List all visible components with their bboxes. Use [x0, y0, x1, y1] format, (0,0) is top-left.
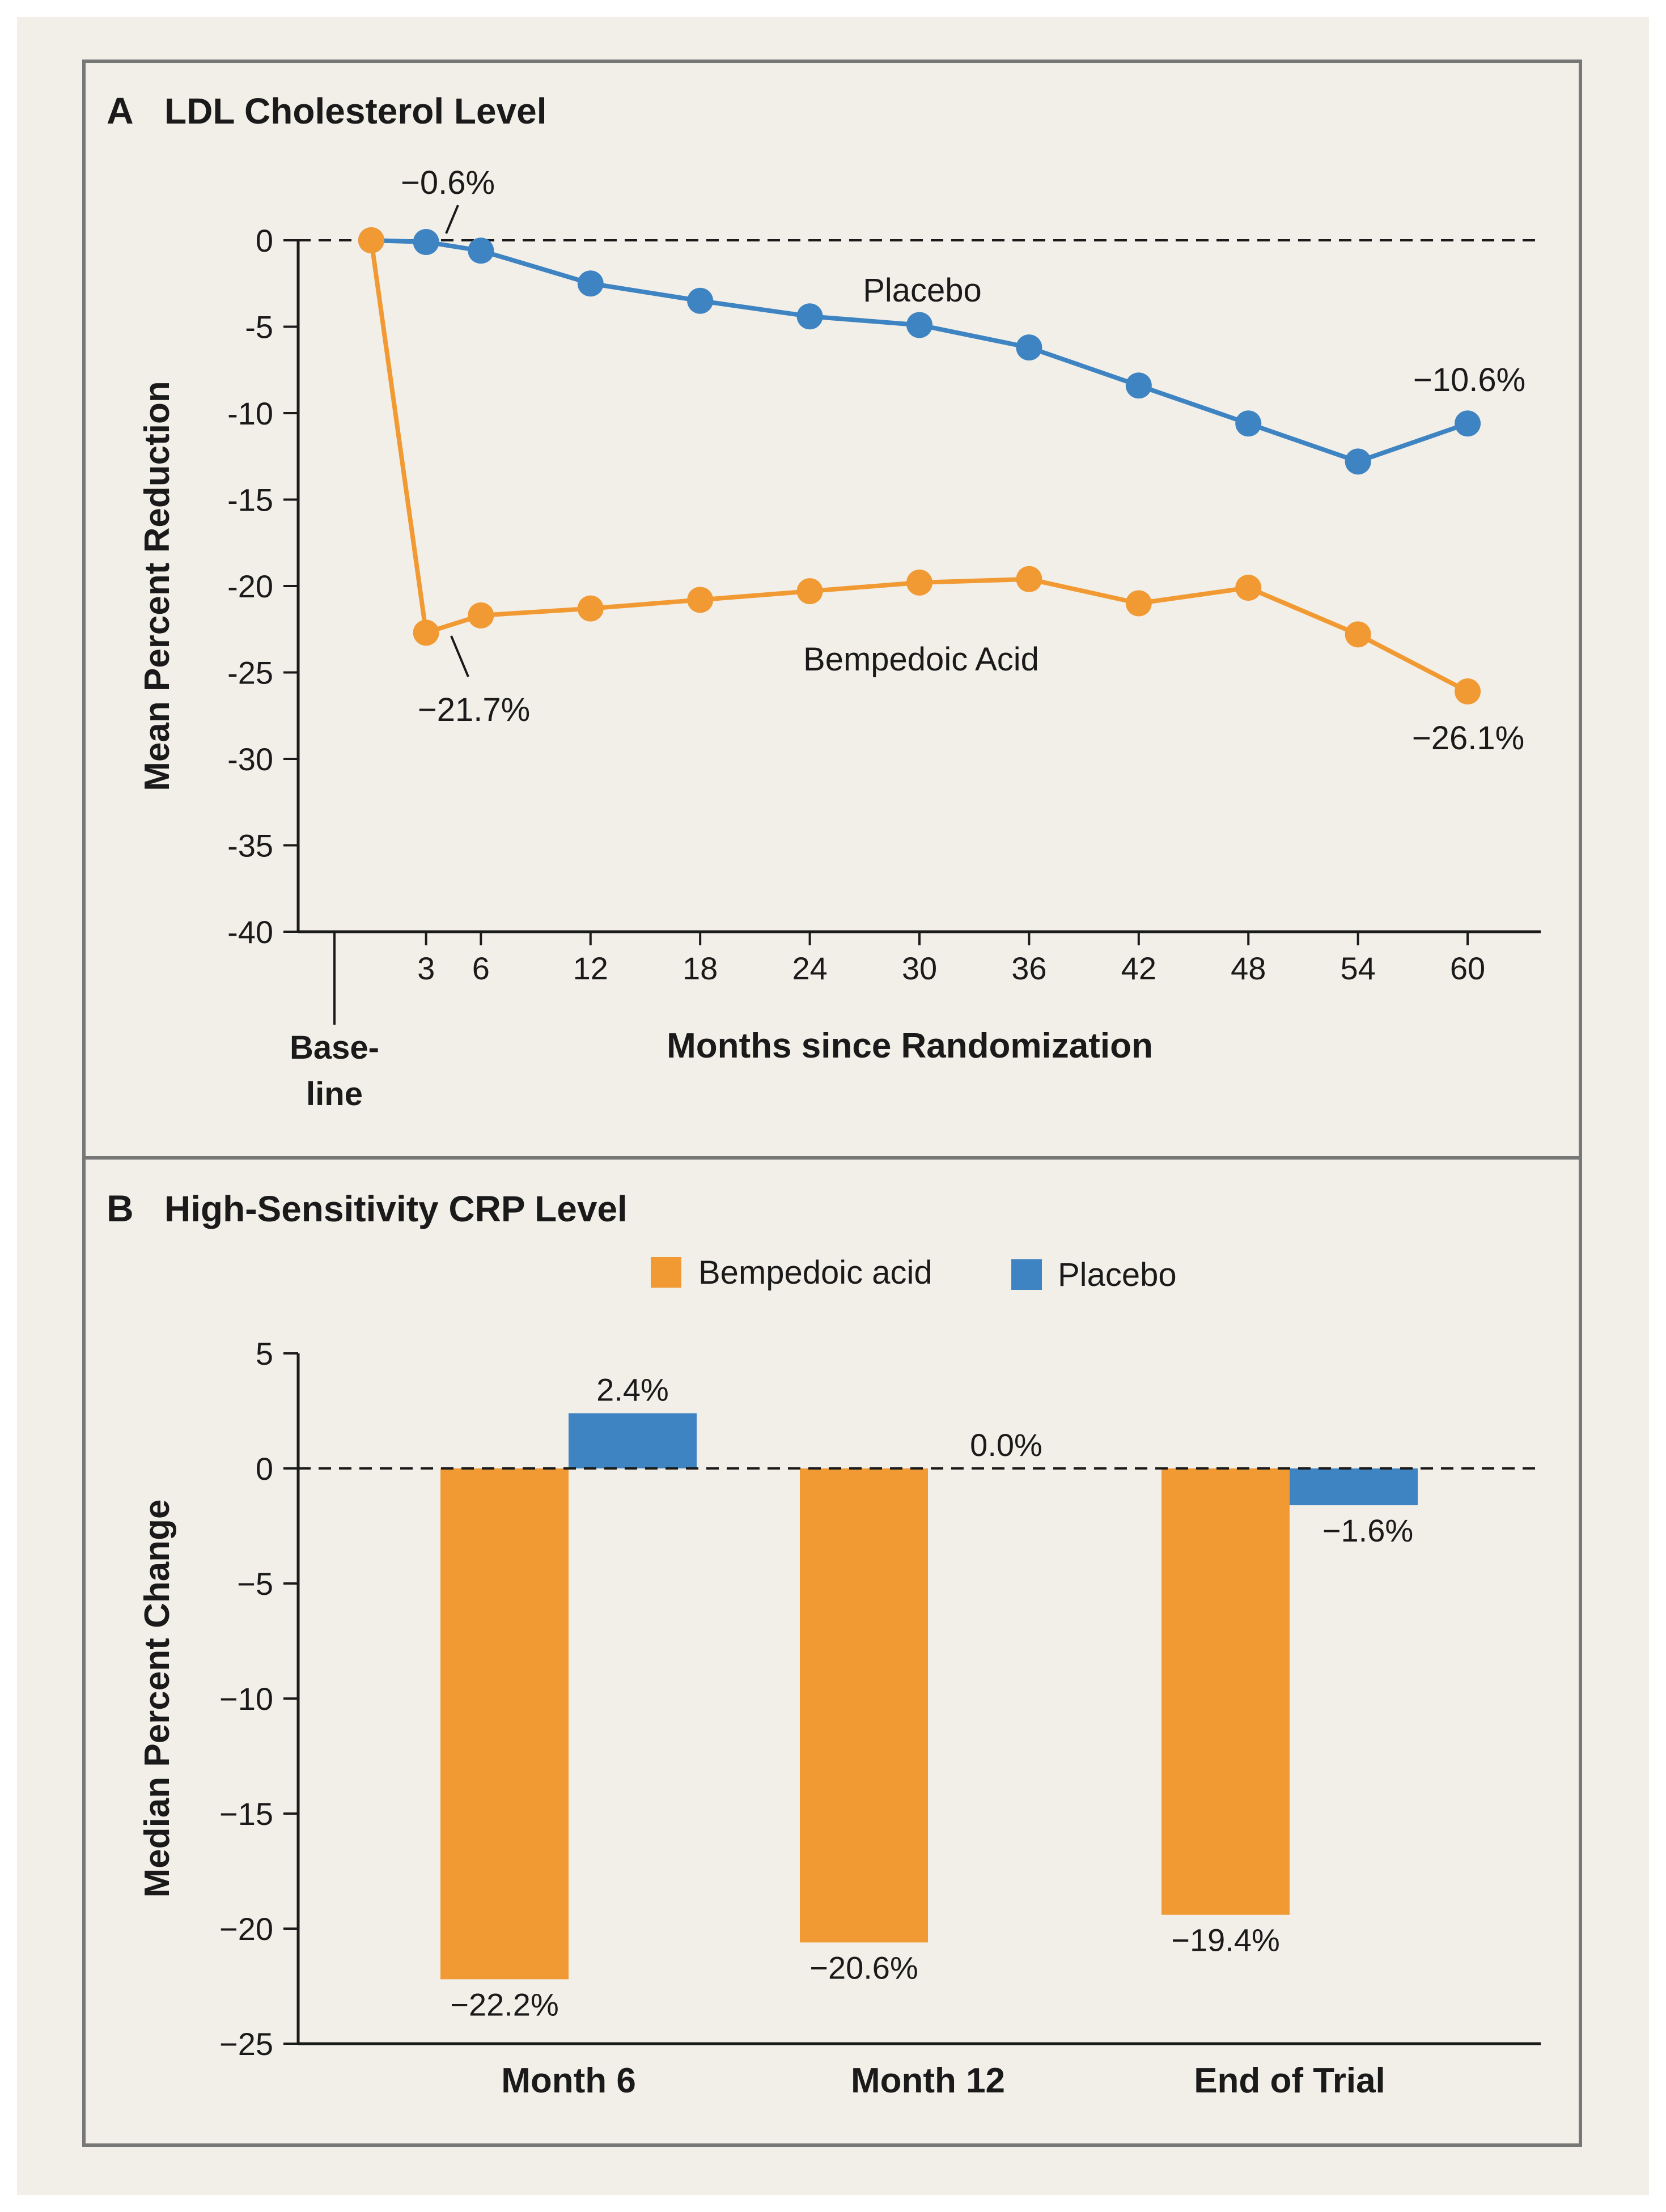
y-tick-label: 0	[256, 223, 273, 258]
x-tick-label: 30	[902, 950, 937, 986]
y-tick-label: -15	[227, 482, 273, 518]
bempedoic-point	[1016, 566, 1042, 592]
panel-a-ldl-chart: A LDL Cholesterol Level 0 -5 -10 -15 -20 -25 -…	[82, 60, 1582, 1160]
panel-b-title: High-Sensitivity CRP Level	[164, 1188, 628, 1229]
bempedoic-series-label: Bempedoic Acid	[803, 641, 1039, 678]
bempedoic-point	[468, 602, 494, 629]
y-tick-label: −20	[219, 1911, 273, 1947]
panel-b-bars: −22.2% 2.4% −20.6% 0.0% −19.4% −1.6%	[440, 1372, 1418, 2022]
panel-a-baseline-label-line2: line	[306, 1076, 363, 1113]
x-tick-label: 42	[1121, 950, 1156, 986]
x-tick-label: 18	[682, 950, 718, 986]
bempedoic-point	[1125, 590, 1152, 617]
bempedoic-bar-value-label: −20.6%	[809, 1950, 918, 1985]
x-tick-label: 6	[472, 950, 490, 986]
bempedoic-bar-value-label: −22.2%	[450, 1986, 559, 2022]
bempedoic-bar	[440, 1468, 569, 1980]
bempedoic-point	[413, 619, 439, 646]
panel-b-frame	[82, 1156, 1582, 2147]
y-tick-label: −25	[219, 2026, 273, 2062]
panel-a-letter: A	[107, 90, 134, 131]
placebo-bar-value-label: 0.0%	[970, 1427, 1042, 1463]
placebo-point	[906, 312, 932, 338]
bempedoic-point	[1455, 678, 1481, 705]
y-tick-label: -20	[227, 568, 273, 604]
placebo-point	[1016, 334, 1042, 361]
legend-swatch-placebo	[1011, 1259, 1042, 1290]
placebo-point	[796, 303, 823, 330]
panel-b-categories: Month 6 Month 12 End of Trial	[501, 2061, 1385, 2100]
y-tick-label: -30	[227, 741, 273, 777]
placebo-point	[687, 287, 714, 314]
y-tick-label: −15	[219, 1796, 273, 1832]
annotation-bempedoic-month6: −21.7%	[418, 691, 530, 728]
panel-a-y-ticks: 0 -5 -10 -15 -20 -25 -30 -35 -40	[227, 223, 298, 950]
panel-a-series	[358, 227, 1481, 705]
annotation-bempedoic-month60: −26.1%	[1412, 720, 1524, 757]
placebo-point	[1235, 410, 1262, 437]
category-label: Month 6	[501, 2061, 636, 2100]
panel-a-baseline-label-line1: Base-	[290, 1029, 379, 1066]
category-label: End of Trial	[1194, 2061, 1385, 2100]
placebo-series-label: Placebo	[863, 272, 982, 309]
panel-b-y-ticks: 5 0 −5 −10 −15 −20 −25	[219, 1336, 298, 2062]
annotation-placebo-month60: −10.6%	[1413, 362, 1525, 398]
legend-label-bempedoic: Bempedoic acid	[698, 1254, 932, 1291]
placebo-point	[1345, 448, 1371, 475]
y-tick-label: 0	[256, 1451, 273, 1487]
legend-label-placebo: Placebo	[1058, 1256, 1177, 1293]
bempedoic-point	[687, 587, 714, 613]
annotation-leader-bempedoic-6	[450, 635, 469, 677]
bempedoic-point	[796, 578, 823, 605]
placebo-point	[413, 229, 439, 256]
placebo-bar	[1290, 1468, 1418, 1505]
bempedoic-bar	[800, 1468, 928, 1943]
bempedoic-bar-value-label: −19.4%	[1171, 1922, 1280, 1958]
placebo-point	[1455, 410, 1481, 437]
bempedoic-point	[1235, 575, 1262, 601]
annotation-leader-placebo-6	[445, 205, 459, 234]
y-tick-label: -5	[245, 309, 273, 345]
x-tick-label: 36	[1011, 950, 1046, 986]
y-tick-label: −10	[219, 1681, 273, 1717]
x-tick-label: 24	[792, 950, 827, 986]
bempedoic-point	[577, 595, 604, 622]
bempedoic-point	[906, 569, 932, 596]
legend-swatch-bempedoic	[651, 1257, 681, 1288]
panel-a-title: LDL Cholesterol Level	[164, 91, 547, 131]
bempedoic-point	[358, 227, 384, 253]
y-tick-label: −5	[237, 1566, 273, 1602]
y-tick-label: -10	[227, 396, 273, 431]
y-tick-label: -35	[227, 828, 273, 864]
annotation-placebo-month6: −0.6%	[401, 164, 495, 201]
x-tick-label: 12	[573, 950, 608, 986]
y-tick-label: -40	[227, 914, 273, 950]
y-tick-label: 5	[256, 1336, 273, 1372]
panel-a-x-axis-title: Months since Randomization	[667, 1026, 1153, 1065]
panel-b-crp-chart: B High-Sensitivity CRP Level Bempedoic a…	[82, 1156, 1582, 2147]
panel-a-x-ticks: 3 6 12 18 24 30 36 42 48 54 60	[417, 932, 1485, 986]
bempedoic-point	[1345, 621, 1371, 648]
placebo-bar-value-label: −1.6%	[1322, 1513, 1413, 1548]
bempedoic-bar	[1161, 1468, 1290, 1915]
placebo-bar	[569, 1413, 697, 1468]
x-tick-label: 60	[1450, 950, 1485, 986]
x-tick-label: 54	[1340, 950, 1375, 986]
category-label: Month 12	[851, 2061, 1005, 2100]
panel-b-y-axis-title: Median Percent Change	[138, 1500, 177, 1898]
x-tick-label: 48	[1231, 950, 1266, 986]
panel-b-legend: Bempedoic acid Placebo	[651, 1254, 1177, 1293]
placebo-point	[1125, 372, 1152, 399]
y-tick-label: -25	[227, 655, 273, 691]
panel-a-y-axis-title: Mean Percent Reduction	[138, 381, 177, 791]
placebo-point	[468, 237, 494, 264]
placebo-point	[577, 270, 604, 297]
x-tick-label: 3	[417, 950, 435, 986]
panel-b-letter: B	[107, 1187, 134, 1229]
placebo-bar-value-label: 2.4%	[596, 1372, 669, 1408]
